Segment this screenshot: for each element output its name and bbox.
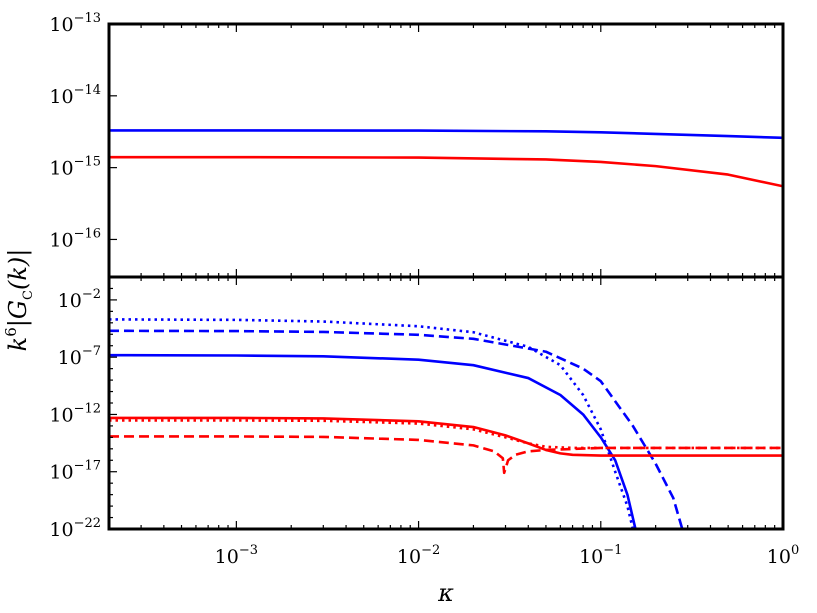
bottom-xtick-label: 10−2 xyxy=(397,543,440,568)
bottom-xtick-label: 100 xyxy=(767,543,799,568)
bottom-series-5-dashed-line xyxy=(109,435,783,475)
top-series-1-solid-line xyxy=(109,155,783,188)
top-panel-frame xyxy=(107,22,785,279)
ylabel-g: |G xyxy=(4,300,33,327)
bottom-panel-frame xyxy=(107,275,785,531)
top-series-0-solid-line xyxy=(109,129,783,140)
bottom-xtick-label: 10−3 xyxy=(215,543,258,568)
x-axis-label: κ xyxy=(437,579,454,607)
svg-text:k6|GC(k)|: k6|GC(k)| xyxy=(2,249,36,352)
top-ticks: 10−13 10−14 10−15 10−16 xyxy=(49,11,784,277)
bottom-xtick-label: 10−1 xyxy=(579,543,622,568)
top-ytick-label: 10−15 xyxy=(49,155,101,180)
bottom-ytick-label: 10−12 xyxy=(49,401,101,426)
top-ytick-label: 10−16 xyxy=(49,226,101,251)
y-axis-label: k6|GC(k)| xyxy=(2,249,36,352)
top-ytick-label: 10−14 xyxy=(49,83,101,108)
top-ytick-label: 10−13 xyxy=(49,11,101,36)
bottom-ytick-label: 10−22 xyxy=(49,516,101,541)
bottom-series-2-solid-line xyxy=(109,353,637,529)
bottom-series-0-dotted-line xyxy=(109,318,635,529)
ylabel-sub: C xyxy=(21,290,36,300)
bottom-series-1-dashed-line xyxy=(109,329,684,529)
bottom-series-3-solid-line xyxy=(109,416,783,457)
ylabel-rest: (k)| xyxy=(4,249,33,290)
bottom-ytick-label: 10−7 xyxy=(58,344,101,369)
top-series-layer xyxy=(109,129,783,188)
bottom-ytick-label: 10−2 xyxy=(58,287,101,312)
bottom-panel: 10−2 10−7 10−12 10−17 10−22 10−3 10−2 10−1 100 xyxy=(49,275,799,568)
bottom-series-layer xyxy=(109,318,783,529)
ylabel-exp: 6 xyxy=(2,327,20,337)
bottom-ytick-label: 10−17 xyxy=(49,459,101,484)
ylabel-k: k xyxy=(4,337,32,352)
top-panel: 10−13 10−14 10−15 10−16 xyxy=(49,11,785,279)
